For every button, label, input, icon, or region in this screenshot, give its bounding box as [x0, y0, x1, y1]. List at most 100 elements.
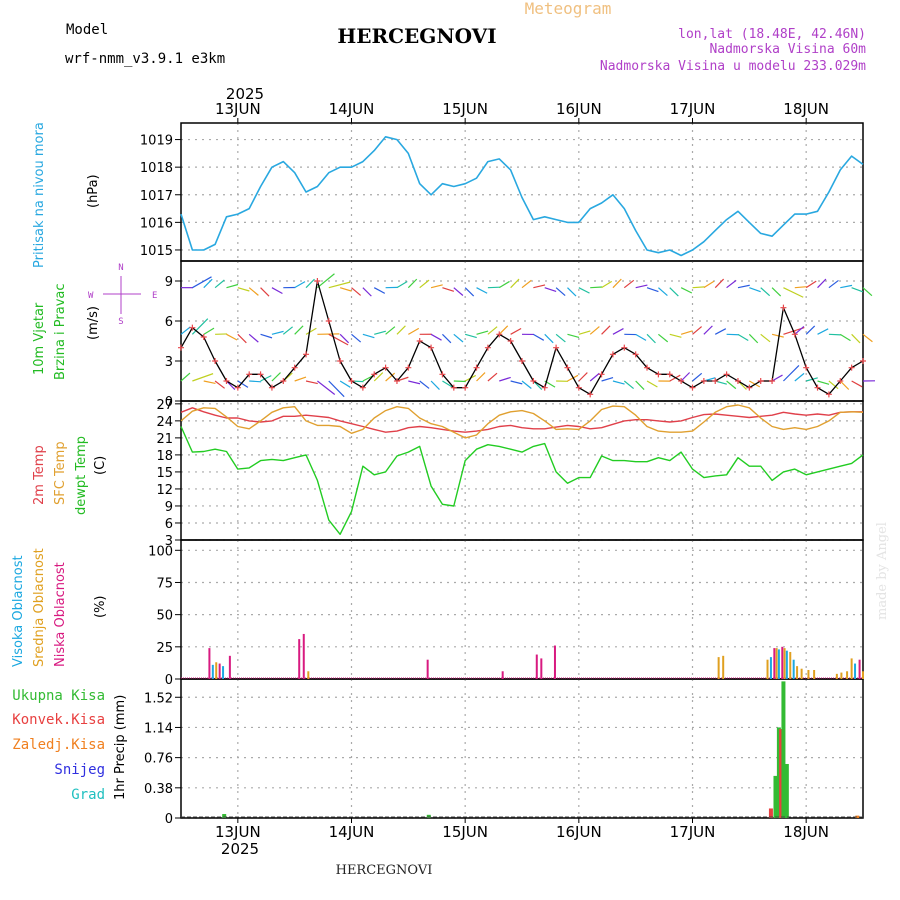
wind-direction-arrow [373, 372, 384, 382]
wind-direction-arrow [748, 333, 759, 344]
cloud-bar-mid [835, 673, 838, 679]
wind-direction-arrow [692, 326, 703, 335]
wind-direction-arrow [453, 333, 464, 343]
wind-speed-marker [678, 378, 685, 384]
wind-direction-arrow [771, 374, 783, 382]
wind-direction-arrow [578, 372, 588, 382]
wind-direction-arrow [680, 330, 693, 335]
wind-direction-arrow [385, 372, 396, 382]
wind-speed-marker [519, 358, 525, 364]
wind-direction-arrow [783, 364, 800, 382]
day-label-top: 16JUN [556, 100, 602, 118]
cloud-bar-mid [813, 669, 816, 679]
wind-direction-arrow [646, 380, 658, 388]
cloud-bar-mid [807, 669, 810, 679]
wind-direction-arrow [373, 287, 386, 294]
product-title: Meteogram [525, 0, 612, 18]
wind-speed-marker [178, 344, 184, 351]
wind-speed-marker [439, 371, 446, 378]
wind-speed-marker [359, 384, 366, 391]
precip-bar-total [784, 763, 789, 818]
wind-direction-arrow [760, 287, 771, 297]
wind-direction-arrow [396, 376, 409, 382]
cloud-bar-high [777, 649, 780, 679]
wind-speed-marker [530, 378, 537, 384]
day-label-top: 18JUN [783, 100, 829, 118]
wind-direction-arrow [192, 373, 214, 382]
compass-rose: N S W E [88, 263, 157, 327]
wind-direction-arrow [396, 281, 408, 289]
y-tick-label: 27 [156, 398, 173, 413]
cloud-bar-mid [846, 671, 849, 679]
pressure-unit: (hPa) [86, 174, 101, 208]
wind-direction-arrow [248, 287, 259, 296]
cloud-bar-mid [722, 655, 725, 679]
model-label: Model [66, 22, 108, 38]
wind-direction-arrow [294, 376, 307, 382]
y-tick-label: 3 [165, 534, 173, 549]
wind-direction-arrow [714, 328, 727, 335]
wind-direction-arrow [862, 333, 873, 343]
wind-direction-arrow [567, 287, 577, 297]
cloud-bar-mid [783, 648, 786, 679]
y-tick-label: 1017 [140, 189, 173, 204]
wind-direction-arrow [646, 287, 659, 293]
wind-title-2: Brzina i Pravac [53, 283, 68, 380]
wind-direction-arrow [612, 328, 624, 335]
cloud-bar-high [769, 657, 772, 679]
wind-direction-arrow [260, 287, 270, 297]
wind-direction-arrow [851, 287, 864, 293]
wind-direction-arrow [203, 380, 216, 385]
wind-direction-arrow [453, 287, 464, 296]
y-tick-label: 24 [156, 415, 173, 430]
wind-direction-arrow [828, 279, 839, 289]
wind-direction-arrow [442, 380, 454, 388]
wind-direction-arrow [271, 330, 284, 335]
cloud-unit: (%) [93, 596, 108, 619]
wind-direction-arrow [828, 380, 839, 390]
wind-direction-arrow [408, 327, 420, 335]
station-title: HERCEGNOVI [337, 24, 496, 48]
dewpoint-title: dewpt Temp [74, 436, 89, 515]
wind-speed-marker [200, 334, 207, 340]
wind-direction-arrow [487, 326, 498, 335]
precip-unit: 1hr Precip (mm) [113, 695, 128, 800]
wind-direction-arrow [760, 333, 771, 343]
wind-speed-marker [268, 384, 275, 391]
cloud-high-title: Visoka Oblacnost [11, 555, 26, 667]
precip-total-title: Ukupna Kisa [12, 688, 105, 704]
wind-direction-arrow [374, 330, 386, 335]
wind-direction-arrow [294, 281, 306, 289]
cloud-bar-low [535, 654, 538, 679]
wind-direction-arrow [589, 372, 600, 382]
y-tick-label: 18 [156, 449, 173, 464]
wind-direction-arrow [407, 278, 418, 289]
wind-titles: 10m Vjetar Brzina i Pravac (m/s) N S W E [32, 263, 157, 380]
wind-speed-marker [723, 371, 730, 378]
y-tick-label: 1019 [140, 134, 173, 149]
wind-direction-arrow [749, 287, 761, 293]
day-label-bottom: 14JUN [329, 823, 375, 841]
wind-speed-marker [780, 304, 787, 311]
cloud-bar-low [773, 648, 776, 679]
model-name: wrf-nmm_v3.9.1 e3km [65, 51, 225, 67]
precip-titles: Ukupna Kisa Konvek.Kisa Zaledj.Kisa Snij… [12, 688, 128, 803]
cloud-bar-high [854, 663, 857, 679]
y-tick-label: 75 [156, 576, 173, 591]
y-tick-label: 15 [156, 466, 173, 481]
precip-bar-conv [779, 729, 784, 818]
wind-speed-marker [348, 378, 355, 384]
y-tick-label: 1016 [140, 216, 173, 231]
wind-direction-arrow [794, 326, 805, 335]
wind-speed-marker [484, 344, 491, 351]
wind-direction-arrow [339, 287, 352, 292]
wind-direction-arrow [442, 287, 455, 292]
wind-direction-arrow [260, 333, 273, 339]
wind-direction-arrow [260, 375, 272, 382]
day-label-bottom: 18JUN [783, 823, 829, 841]
y-tick-label: 50 [156, 609, 173, 624]
y-tick-label: 12 [156, 483, 173, 498]
wind-speed-marker [587, 391, 594, 398]
wind-direction-arrow [794, 286, 807, 289]
wind-direction-arrow [840, 284, 853, 289]
